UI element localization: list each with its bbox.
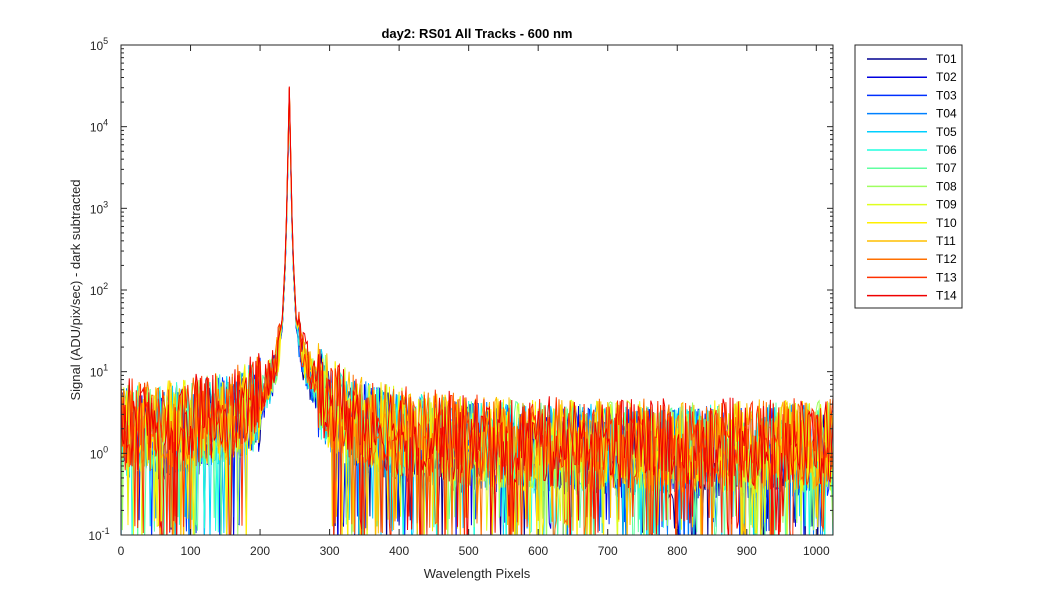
legend-box <box>854 44 963 309</box>
series-group <box>121 86 833 535</box>
x-tick-label: 1000 <box>803 544 830 558</box>
y-axis-label: Signal (ADU/pix/sec) - dark subtracted <box>68 179 83 400</box>
legend: T01 T02 T03 T04 T05 T06 T07 T08 T09 T10 T11 T12 T13 T… <box>854 44 963 309</box>
y-tick-label: 10-1 <box>88 526 109 543</box>
y-tick-base: 10 <box>90 202 104 216</box>
legend-label-t07: T07 <box>936 161 957 175</box>
x-tick-label: 600 <box>528 544 548 558</box>
series-line-t13 <box>121 87 833 535</box>
x-tick-label: 0 <box>118 544 125 558</box>
y-tick-exponent: 4 <box>103 118 108 128</box>
legend-label-t06: T06 <box>936 143 957 157</box>
x-tick-label: 500 <box>459 544 479 558</box>
x-tick-label: 100 <box>181 544 201 558</box>
y-tick-exponent: 2 <box>103 281 108 291</box>
y-tick-exponent: -1 <box>102 526 110 536</box>
y-tick-base: 10 <box>90 366 104 380</box>
y-tick-base: 10 <box>90 447 104 461</box>
y-tick-label: 104 <box>90 118 108 135</box>
x-tick-label: 800 <box>667 544 687 558</box>
legend-label-t12: T12 <box>936 252 957 266</box>
legend-label-t02: T02 <box>936 70 957 84</box>
legend-label-t08: T08 <box>936 179 957 193</box>
legend-label-t05: T05 <box>936 125 957 139</box>
y-tick-exponent: 0 <box>103 444 108 454</box>
x-tick-label: 900 <box>737 544 757 558</box>
legend-label-t13: T13 <box>936 270 957 284</box>
y-tick-label: 100 <box>90 444 108 461</box>
legend-label-t04: T04 <box>936 107 957 121</box>
y-tick-exponent: 1 <box>103 363 108 373</box>
x-axis-label: Wavelength Pixels <box>424 566 531 581</box>
x-tick-label: 300 <box>320 544 340 558</box>
x-tick-label: 400 <box>389 544 409 558</box>
y-tick-base: 10 <box>90 121 104 135</box>
y-tick-base: 10 <box>88 529 102 543</box>
chart-title: day2: RS01 All Tracks - 600 nm <box>381 26 572 41</box>
legend-label-t10: T10 <box>936 216 957 230</box>
y-tick-exponent: 3 <box>103 199 108 209</box>
legend-label-t09: T09 <box>936 198 957 212</box>
legend-label-t14: T14 <box>936 289 957 303</box>
legend-label-t11: T11 <box>936 234 956 248</box>
x-axis: 0 100 200 300 400 500 600 700 800 900 1000 <box>118 45 830 558</box>
y-tick-base: 10 <box>90 39 104 53</box>
y-tick-label: 101 <box>90 363 108 380</box>
y-tick-label: 105 <box>90 36 108 53</box>
series-line-t14 <box>121 86 833 535</box>
x-tick-label: 700 <box>598 544 618 558</box>
x-tick-label: 200 <box>250 544 270 558</box>
legend-label-t03: T03 <box>936 88 957 102</box>
y-tick-label: 102 <box>90 281 108 298</box>
y-tick-label: 103 <box>90 199 108 216</box>
y-tick-base: 10 <box>90 284 104 298</box>
legend-label-t01: T01 <box>936 52 957 66</box>
y-tick-exponent: 5 <box>103 36 108 46</box>
